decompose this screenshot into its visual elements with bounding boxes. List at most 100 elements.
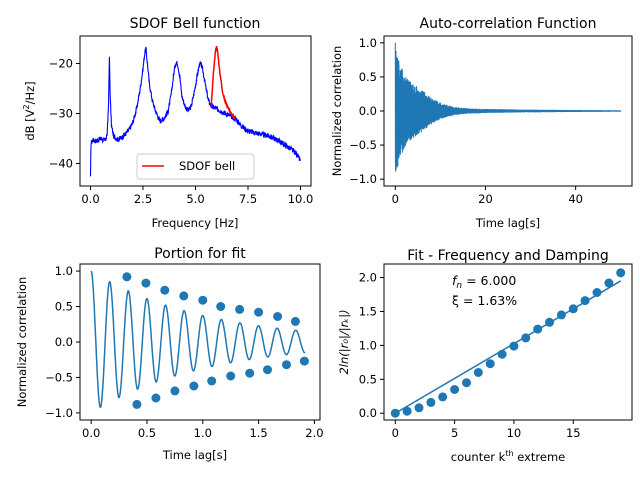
x-tick-label: 15 <box>566 426 581 440</box>
tick-group: 0 5 10 15 0.0 0.5 1.0 1.5 2.0 <box>359 271 581 440</box>
series-group <box>90 270 309 409</box>
chart-title: SDOF Bell function <box>130 16 261 32</box>
panel-sdof-bell: SDOF Bell function 0.0 2.5 5.0 7.5 10.0 −40 −3… <box>22 16 313 230</box>
chart-title: Auto-correlation Function <box>420 16 597 32</box>
extreme-point <box>170 386 180 396</box>
fit-point <box>462 378 471 388</box>
x-axis-label: Time lag[s] <box>162 448 227 462</box>
annotation-fn-sub: n <box>456 281 462 291</box>
fit-point <box>390 408 400 418</box>
y-tick-label: 0.0 <box>359 104 377 118</box>
panel-autocorrelation: Auto-correlation Function 0 20 40−1.0−0.50… <box>330 16 633 230</box>
extreme-point <box>254 307 264 317</box>
chart-title: Portion for fit <box>154 246 246 262</box>
extreme-point <box>179 291 189 301</box>
y-tick-label: 0.0 <box>359 406 377 420</box>
x-tick-label: 0.5 <box>138 426 156 440</box>
annotation-damping: ξ = 1.63% <box>452 293 517 308</box>
y-label-suffix: /Hz] <box>23 81 37 104</box>
extreme-point <box>235 304 245 314</box>
y-tick-label: 0.5 <box>359 372 377 386</box>
extreme-point <box>290 316 300 326</box>
x-axis-label: Time lag[s] <box>475 216 540 230</box>
x-tick-label: 20 <box>478 192 493 206</box>
legend-label: SDOF bell <box>179 159 235 173</box>
panel-fit-frequency-damping: Fit - Frequency and Damping 0 5 10 15 0.0 0.5… <box>337 248 633 464</box>
fit-point <box>485 359 495 369</box>
legend: SDOF bell <box>136 153 255 180</box>
x-tick-label: 5 <box>451 426 458 440</box>
extreme-point <box>263 365 272 375</box>
fit-signal-line <box>90 270 306 409</box>
fit-point <box>402 406 412 416</box>
x-tick-label: 1.0 <box>194 426 212 440</box>
fit-point <box>509 341 519 351</box>
fit-point <box>521 333 531 343</box>
y-axis-label: Normalized correlation <box>15 277 29 408</box>
fit-point <box>568 304 578 314</box>
fit-point <box>533 324 543 334</box>
x-tick-label: 40 <box>568 192 583 206</box>
tick-group: 0.0 0.5 1.0 1.5 2.0 −1.0 −0.5 0.0 0.5 1.0 <box>45 264 324 440</box>
tick-group: 0 20 40 −1.0 −0.5 0.0 0.5 1.0 <box>349 36 583 206</box>
y-tick-label: −0.5 <box>349 138 377 152</box>
x-tick-label: 0.0 <box>81 192 99 206</box>
fit-point <box>545 317 554 327</box>
x-tick-label: 10.0 <box>288 192 314 206</box>
extreme-point <box>198 295 208 305</box>
extreme-point <box>122 272 132 282</box>
y-axis-label: dB [V2/Hz] <box>22 81 37 140</box>
y-tick-label: 0.5 <box>55 300 73 314</box>
extreme-point <box>151 393 161 403</box>
plot-frame <box>79 263 321 421</box>
y-tick-label: 1.5 <box>359 304 377 318</box>
x-label-sup: th <box>505 449 513 458</box>
x-tick-label: 1.5 <box>249 426 267 440</box>
y-label-sup: 2 <box>22 104 31 109</box>
annotation-fn-value: = 6.000 <box>462 273 516 288</box>
fit-point <box>616 268 626 278</box>
tick-group: 0.0 2.5 5.0 7.5 10.0 −40 −30 −20 <box>49 57 314 207</box>
sdof-bell-line <box>210 45 236 120</box>
y-tick-label: 0.5 <box>359 70 377 84</box>
fit-point <box>556 310 566 320</box>
fit-point <box>438 392 448 402</box>
y-tick-label: −1.0 <box>45 406 73 420</box>
y-label-prefix: dB [V <box>23 109 37 140</box>
x-tick-label: 2.5 <box>134 192 152 206</box>
chart-title: Fit - Frequency and Damping <box>407 248 608 264</box>
x-tick-label: 7.5 <box>239 192 257 206</box>
x-tick-label: 0.0 <box>82 426 100 440</box>
y-tick-label: 1.0 <box>359 338 377 352</box>
y-tick-label: 2.0 <box>359 271 377 285</box>
y-axis-label: 2ln(|r₀|/|rₖ|) <box>337 309 351 374</box>
fit-point <box>414 403 424 413</box>
series-group <box>89 45 301 177</box>
x-axis-label: counter kth extreme <box>451 449 565 464</box>
spectrum-line <box>89 46 301 177</box>
fit-point <box>592 288 602 297</box>
y-tick-label: −0.5 <box>45 370 73 384</box>
extreme-point <box>299 356 309 366</box>
extreme-point <box>282 360 291 370</box>
y-tick-label: 1.0 <box>55 264 73 278</box>
extreme-point <box>189 381 199 391</box>
x-label-prefix: counter k <box>451 450 506 464</box>
x-tick-label: 0 <box>392 426 399 440</box>
y-tick-label: −1.0 <box>349 172 377 186</box>
series-group <box>394 42 622 172</box>
extreme-point <box>226 371 236 381</box>
extreme-point <box>141 278 151 288</box>
autocorrelation-line <box>394 42 622 172</box>
fit-point <box>450 385 460 394</box>
annotation-fn-prefix: f <box>452 273 458 288</box>
extreme-point <box>132 399 142 409</box>
fit-point <box>604 278 614 288</box>
extreme-point <box>273 312 283 321</box>
legend-frame <box>136 153 255 180</box>
y-tick-label: −20 <box>49 57 73 71</box>
plot-frame <box>383 263 633 421</box>
fit-point <box>497 349 507 359</box>
y-axis-label: Normalized correlation <box>330 46 344 177</box>
